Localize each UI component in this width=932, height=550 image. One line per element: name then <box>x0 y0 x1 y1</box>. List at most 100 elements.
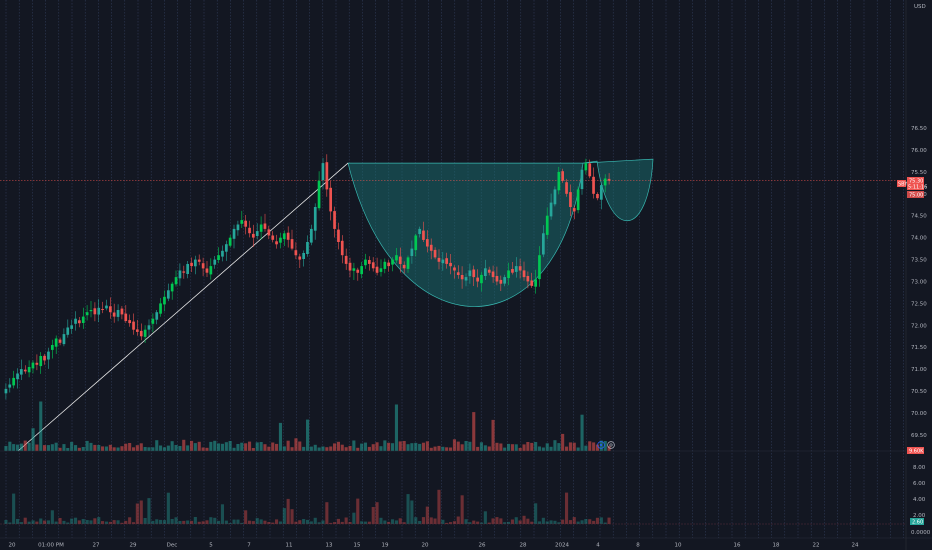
candle-body <box>116 310 120 317</box>
candle-body <box>329 187 332 212</box>
candle-body <box>379 268 383 272</box>
candle-body <box>259 224 263 232</box>
volume-bar <box>217 443 221 451</box>
trend-line[interactable] <box>17 162 349 452</box>
price-tick-label: 70.50 <box>911 389 927 395</box>
candle-body <box>209 266 213 275</box>
indicator-bar <box>23 517 27 524</box>
time-axis[interactable]: 20 01:00 PM 27 29 Dec 5 7 11 13 15 19 20 26 28 2024 4 8 1… <box>9 543 859 549</box>
candlestick-series <box>4 154 611 400</box>
price-axis[interactable]: 76.50 76.00 75.50 75.00 74.50 74.00 73.50 73.00… <box>911 126 927 439</box>
eye-icon[interactable] <box>597 441 605 449</box>
volume-bar <box>4 446 8 451</box>
volume-bar <box>449 447 453 451</box>
candle-body <box>406 257 410 269</box>
indicator-bar <box>510 519 514 524</box>
current-price-value: 75.30 <box>909 178 923 184</box>
volume-bar <box>549 446 553 451</box>
time-tick-label: 11 <box>286 543 293 549</box>
volume-bar <box>356 447 360 451</box>
indicator-bar <box>514 517 518 524</box>
candle-body <box>93 308 97 315</box>
candle-body <box>136 329 139 332</box>
candle-body <box>190 262 193 267</box>
settings-icon[interactable] <box>607 441 615 449</box>
indicator-bar <box>220 504 224 524</box>
candle-body <box>538 255 541 280</box>
handle-shape[interactable] <box>582 158 654 221</box>
volume-bar <box>491 419 495 451</box>
indicator-bar <box>116 520 120 524</box>
indicator-bar <box>201 521 205 524</box>
price-tick-label: 76.50 <box>911 126 927 132</box>
indicator-bar <box>81 519 85 524</box>
candle-body <box>569 192 572 207</box>
price-tick-label: 70.00 <box>911 411 927 417</box>
candle-body <box>337 229 340 242</box>
candle-body <box>151 318 155 324</box>
volume-bar <box>16 444 20 451</box>
volume-bar <box>557 443 561 451</box>
sub-price-badge <box>907 191 924 198</box>
volume-bar <box>89 442 93 451</box>
indicator-bar <box>576 521 580 524</box>
indicator-tick-label: 4.00 <box>913 497 926 503</box>
volume-bar <box>344 447 348 451</box>
price-tick-label: 72.50 <box>911 301 927 307</box>
indicator-bar <box>139 500 143 524</box>
indicator-bar <box>186 520 190 524</box>
candle-body <box>553 189 557 205</box>
time-tick-label: 19 <box>382 543 389 549</box>
candle-body <box>464 277 468 281</box>
volume-bar <box>518 447 522 451</box>
indicator-bar <box>155 519 159 524</box>
indicator-bar <box>236 519 240 524</box>
indicator-axis[interactable]: 8.00 6.00 4.00 2.00 <box>913 465 926 519</box>
candle-body <box>101 309 104 310</box>
candle-body <box>514 266 518 272</box>
indicator-bar <box>104 521 108 524</box>
indicator-bar <box>491 518 495 524</box>
volume-bar <box>23 440 27 451</box>
volume-bar <box>205 447 209 451</box>
indicator-bar <box>472 520 476 524</box>
candle-body <box>16 373 19 380</box>
time-tick-label: 10 <box>675 543 682 549</box>
price-tick-label: 71.00 <box>911 367 927 373</box>
candle-body <box>290 239 294 249</box>
candle-body <box>487 269 491 273</box>
candle-body <box>197 259 201 262</box>
indicator-bars <box>4 489 611 524</box>
candle-body <box>325 162 329 190</box>
indicator-bar <box>101 521 105 524</box>
candle-body <box>97 307 101 315</box>
volume-bar <box>135 445 139 451</box>
indicator-bar <box>166 492 170 524</box>
volume-bar <box>31 428 35 451</box>
candle-body <box>518 266 522 271</box>
indicator-bar <box>244 510 248 524</box>
time-tick-label: 5 <box>209 543 213 549</box>
volume-bar <box>155 440 159 451</box>
volume-bar <box>182 439 186 451</box>
indicator-tick-label: 2.00 <box>913 513 926 519</box>
volume-bar <box>306 419 310 451</box>
candle-body <box>58 339 62 343</box>
volume-bar <box>360 443 364 451</box>
indicator-bar <box>124 520 128 524</box>
candle-body <box>120 308 124 315</box>
candle-body <box>240 220 244 224</box>
candle-body <box>31 362 35 369</box>
candle-body <box>155 312 159 320</box>
indicator-bar <box>143 518 147 524</box>
candle-body <box>81 316 85 323</box>
volume-bar <box>391 443 395 451</box>
indicator-bar <box>549 520 553 524</box>
indicator-bar <box>557 522 561 524</box>
candle-body <box>252 233 255 238</box>
indicator-bar <box>27 521 31 524</box>
indicator-bar <box>487 522 491 524</box>
indicator-bar <box>182 520 186 524</box>
candle-body <box>371 262 375 269</box>
